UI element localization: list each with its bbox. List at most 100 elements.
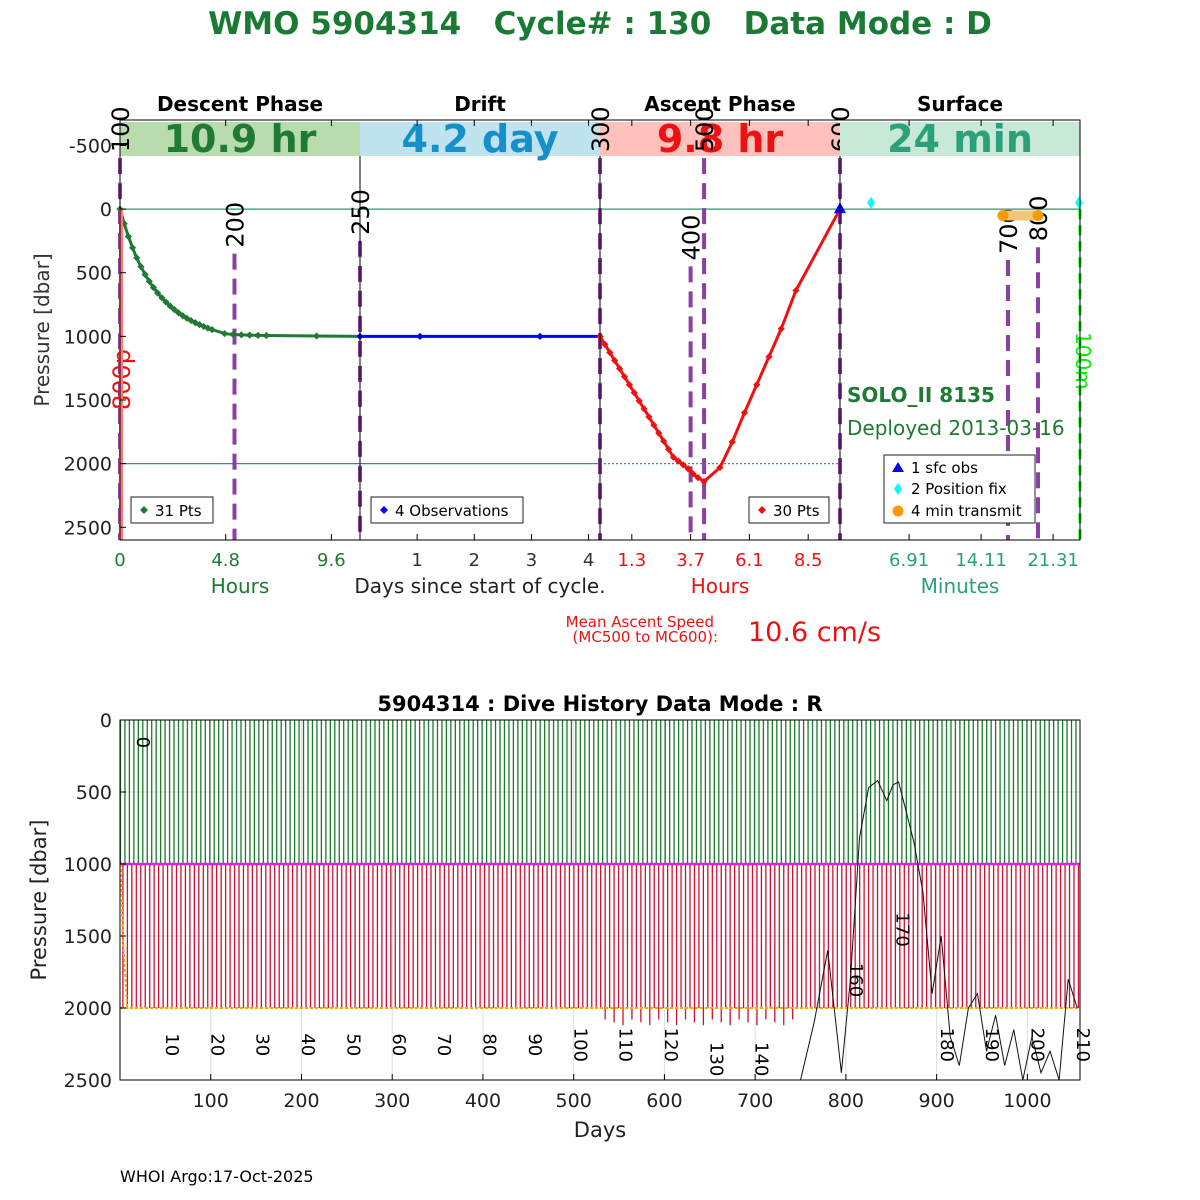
data-point <box>208 326 216 334</box>
cycle-stripes <box>119 720 1080 1026</box>
bottom-x-tick-label: 700 <box>737 1090 773 1112</box>
mission-marker-label-100: 100 <box>107 106 135 152</box>
cycle-label-110: 110 <box>615 1028 636 1062</box>
data-point <box>620 373 629 381</box>
phase-name-descent: Descent Phase <box>157 92 323 116</box>
y-tick-label: -500 <box>69 135 112 157</box>
data-point <box>237 331 245 339</box>
data-point <box>133 254 141 262</box>
data-point <box>170 306 178 314</box>
footer-credit: WHOI Argo:17-Oct-2025 <box>120 1167 314 1186</box>
surface-legend-text: 2 Position fix <box>911 480 1007 498</box>
cycle-label-0: 0 <box>132 737 153 748</box>
x-tick-label: 1 <box>411 550 422 571</box>
bottom-y-tick-label: 1000 <box>64 854 112 876</box>
bottom-x-tick-label: 600 <box>646 1090 682 1112</box>
bottom-y-axis-label: Pressure [dbar] <box>27 820 51 981</box>
legend-marker-position-fix <box>894 483 902 495</box>
top-y-axis-label: Pressure [dbar] <box>30 253 54 406</box>
data-point <box>191 319 199 327</box>
legend-marker-transmit <box>892 505 904 517</box>
cycle-label-120: 120 <box>660 1028 681 1062</box>
mission-marker-label-300: 300 <box>587 106 615 152</box>
cycle-label-10: 10 <box>161 1033 182 1056</box>
cycle-label-30: 30 <box>252 1033 273 1056</box>
phase-duration-descent: 10.9 hr <box>164 117 317 161</box>
legend-text-ascent: 30 Pts <box>773 502 820 520</box>
x-tick-label: 9.6 <box>317 550 346 571</box>
data-point <box>611 356 619 365</box>
y-tick-label: 1000 <box>64 326 112 348</box>
phase-duration-drift: 4.2 day <box>402 117 559 161</box>
cycle-label-80: 80 <box>479 1033 500 1056</box>
bottom-x-tick-label: 900 <box>919 1090 955 1112</box>
float-label: SOLO_II 8135 <box>847 383 995 407</box>
surface-legend-box <box>883 454 1036 524</box>
cycle-label-60: 60 <box>388 1033 409 1056</box>
data-point <box>635 397 643 405</box>
data-point <box>187 316 195 325</box>
phase-band-descent <box>120 122 360 156</box>
x-tick-label: 8.5 <box>794 550 823 571</box>
bottom-chart-title: 5904314 : Dive History Data Mode : R <box>377 692 822 716</box>
data-point <box>262 331 271 340</box>
data-point <box>158 294 166 302</box>
position-fix-point <box>1075 196 1083 209</box>
x-axis-label-descent: Hours <box>211 574 270 598</box>
data-point <box>124 232 132 241</box>
x-tick-label: 3.7 <box>676 550 705 571</box>
data-point <box>684 465 692 473</box>
data-point <box>792 286 800 295</box>
data-point <box>660 437 668 445</box>
mission-marker-label-200: 200 <box>221 202 249 248</box>
phase-name-drift: Drift <box>454 92 506 116</box>
mission-marker-label-100m: 100m <box>1071 332 1095 390</box>
y-tick-label: 2000 <box>64 454 112 476</box>
data-point <box>765 353 773 361</box>
cycle-label-50: 50 <box>342 1033 363 1056</box>
bottom-x-tick-label: 400 <box>465 1090 501 1112</box>
series-line-ascent <box>598 208 842 484</box>
data-point <box>313 332 321 340</box>
legend-marker-sfc-obs <box>892 462 904 472</box>
y-tick-label: 2500 <box>64 517 112 539</box>
data-point <box>716 463 724 472</box>
x-tick-label: 21.31 <box>1027 550 1079 571</box>
x-axis-label-surface: Minutes <box>921 574 1000 598</box>
data-point <box>669 453 678 461</box>
surface-legend: 1 sfc obs 2 Position fix 4 min transmit <box>883 454 1036 524</box>
ascent-speed-label-2: (MC500 to MC600): <box>573 628 718 646</box>
data-point <box>536 332 544 340</box>
legend-text-drift: 4 Observations <box>395 502 509 520</box>
bottom-x-tick-label: 200 <box>283 1090 319 1112</box>
bottom-y-tick-label: 2000 <box>64 998 112 1020</box>
position-fix-point <box>867 196 875 209</box>
surface-trace <box>800 779 1078 1081</box>
data-point <box>655 429 663 437</box>
cycle-label-20: 20 <box>206 1033 227 1056</box>
phase-name-surface: Surface <box>917 92 1003 116</box>
data-point <box>679 461 687 469</box>
data-point <box>179 312 187 320</box>
figure-title: WMO 5904314 Cycle# : 130 Data Mode : D <box>208 6 992 42</box>
legend-box-drift <box>370 496 524 524</box>
bottom-x-tick-label: 1000 <box>1003 1090 1051 1112</box>
cycle-label-210: 210 <box>1072 1028 1093 1062</box>
data-point <box>166 302 174 310</box>
data-point <box>149 283 158 292</box>
transmit-point <box>1032 209 1044 221</box>
x-tick-label: 4 <box>583 550 594 571</box>
x-axis-label-ascent: Hours <box>691 574 750 598</box>
mission-marker-label-250: 250 <box>347 189 375 235</box>
x-tick-label: 3 <box>526 550 537 571</box>
data-point <box>246 331 254 339</box>
data-point <box>777 325 785 333</box>
bottom-plot-frame <box>119 719 1081 1081</box>
legend-marker <box>380 506 388 514</box>
cycle-label-170: 170 <box>891 912 912 946</box>
mission-marker-label-500: 500 <box>691 106 719 152</box>
data-point <box>689 470 697 478</box>
data-point <box>606 348 614 357</box>
